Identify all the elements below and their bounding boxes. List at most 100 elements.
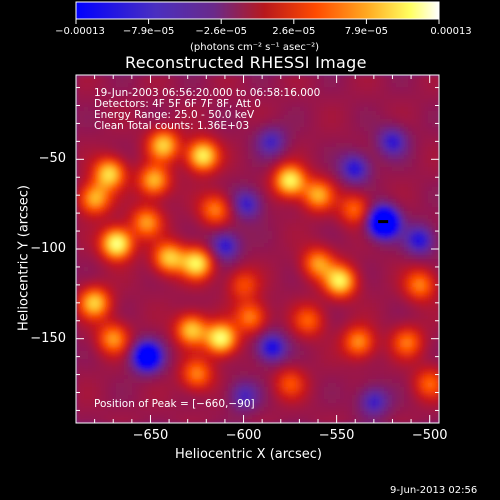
heatmap-cell	[120, 271, 125, 276]
heatmap-cell	[168, 99, 173, 104]
heatmap-cell	[76, 127, 81, 132]
heatmap-cell	[76, 287, 81, 292]
heatmap-cell	[292, 115, 297, 120]
heatmap-cell	[404, 199, 409, 204]
heatmap-cell	[84, 259, 89, 264]
heatmap-cell	[120, 143, 125, 148]
heatmap-cell	[192, 219, 197, 224]
heatmap-cell	[340, 151, 345, 156]
heatmap-cell	[144, 195, 149, 200]
heatmap-cell	[420, 123, 425, 128]
heatmap-cell	[416, 227, 421, 232]
heatmap-cell	[200, 251, 205, 256]
heatmap-cell	[344, 207, 349, 212]
heatmap-cell	[160, 159, 165, 164]
heatmap-cell	[344, 135, 349, 140]
heatmap-cell	[348, 83, 353, 88]
heatmap-cell	[92, 271, 97, 276]
heatmap-cell	[404, 247, 409, 252]
heatmap-cell	[412, 155, 417, 160]
heatmap-cell	[140, 147, 145, 152]
heatmap-cell	[348, 211, 353, 216]
heatmap-cell	[340, 247, 345, 252]
heatmap-cell	[100, 163, 105, 168]
heatmap-cell	[364, 183, 369, 188]
heatmap-cell	[272, 111, 277, 116]
heatmap-cell	[340, 187, 345, 192]
heatmap-cell	[84, 279, 89, 284]
heatmap-cell	[388, 179, 393, 184]
heatmap-cell	[244, 159, 249, 164]
heatmap-cell	[304, 259, 309, 264]
heatmap-cell	[112, 279, 117, 284]
heatmap-cell	[76, 79, 81, 84]
heatmap-cell	[184, 223, 189, 228]
heatmap-cell	[292, 87, 297, 92]
heatmap-cell	[256, 91, 261, 96]
heatmap-cell	[176, 243, 181, 248]
heatmap-cell	[212, 191, 217, 196]
heatmap-cell	[432, 175, 437, 180]
heatmap-cell	[424, 215, 429, 220]
heatmap-cell	[236, 219, 241, 224]
heatmap-cell	[316, 203, 321, 208]
heatmap-cell	[164, 95, 169, 100]
heatmap-cell	[332, 91, 337, 96]
heatmap-cell	[272, 75, 277, 80]
heatmap-cell	[228, 155, 233, 160]
heatmap-cell	[212, 79, 217, 84]
heatmap-cell	[124, 239, 129, 244]
heatmap-cell	[368, 111, 373, 116]
heatmap-cell	[320, 131, 325, 136]
heatmap-cell	[104, 271, 109, 276]
heatmap-cell	[228, 79, 233, 84]
heatmap-cell	[352, 111, 357, 116]
heatmap-cell	[284, 159, 289, 164]
heatmap-cell	[284, 263, 289, 268]
heatmap-cell	[148, 211, 153, 216]
heatmap-cell	[328, 243, 333, 248]
heatmap-cell	[320, 79, 325, 84]
heatmap-cell	[92, 247, 97, 252]
heatmap-cell	[224, 199, 229, 204]
heatmap-cell	[336, 91, 341, 96]
heatmap-cell	[308, 175, 313, 180]
heatmap-cell	[344, 283, 349, 288]
heatmap-cell	[412, 99, 417, 104]
heatmap-cell	[212, 119, 217, 124]
heatmap-cell	[156, 107, 161, 112]
heatmap-cell	[392, 211, 397, 216]
heatmap-cell	[288, 95, 293, 100]
heatmap-cell	[292, 171, 297, 176]
heatmap-cell	[252, 163, 257, 168]
heatmap-cell	[88, 251, 93, 256]
heatmap-cell	[380, 163, 385, 168]
heatmap-cell	[420, 267, 425, 272]
heatmap-cell	[80, 175, 85, 180]
heatmap-cell	[120, 115, 125, 120]
heatmap-cell	[300, 275, 305, 280]
heatmap-cell	[132, 103, 137, 108]
heatmap-cell	[112, 139, 117, 144]
heatmap-cell	[216, 115, 221, 120]
heatmap-cell	[336, 271, 341, 276]
heatmap-cell	[308, 179, 313, 184]
heatmap-cell	[280, 187, 285, 192]
heatmap-cell	[172, 191, 177, 196]
heatmap-cell	[136, 123, 141, 128]
heatmap-cell	[256, 219, 261, 224]
heatmap-cell	[168, 171, 173, 176]
heatmap-cell	[360, 287, 365, 292]
heatmap-cell	[180, 223, 185, 228]
heatmap-cell	[268, 207, 273, 212]
heatmap-cell	[372, 219, 377, 224]
heatmap-cell	[264, 171, 269, 176]
heatmap-cell	[224, 267, 229, 272]
heatmap-cell	[372, 187, 377, 192]
heatmap-cell	[144, 95, 149, 100]
heatmap-cell	[300, 135, 305, 140]
heatmap-cell	[304, 175, 309, 180]
heatmap-cell	[184, 87, 189, 92]
heatmap-cell	[92, 199, 97, 204]
heatmap-cell	[356, 175, 361, 180]
